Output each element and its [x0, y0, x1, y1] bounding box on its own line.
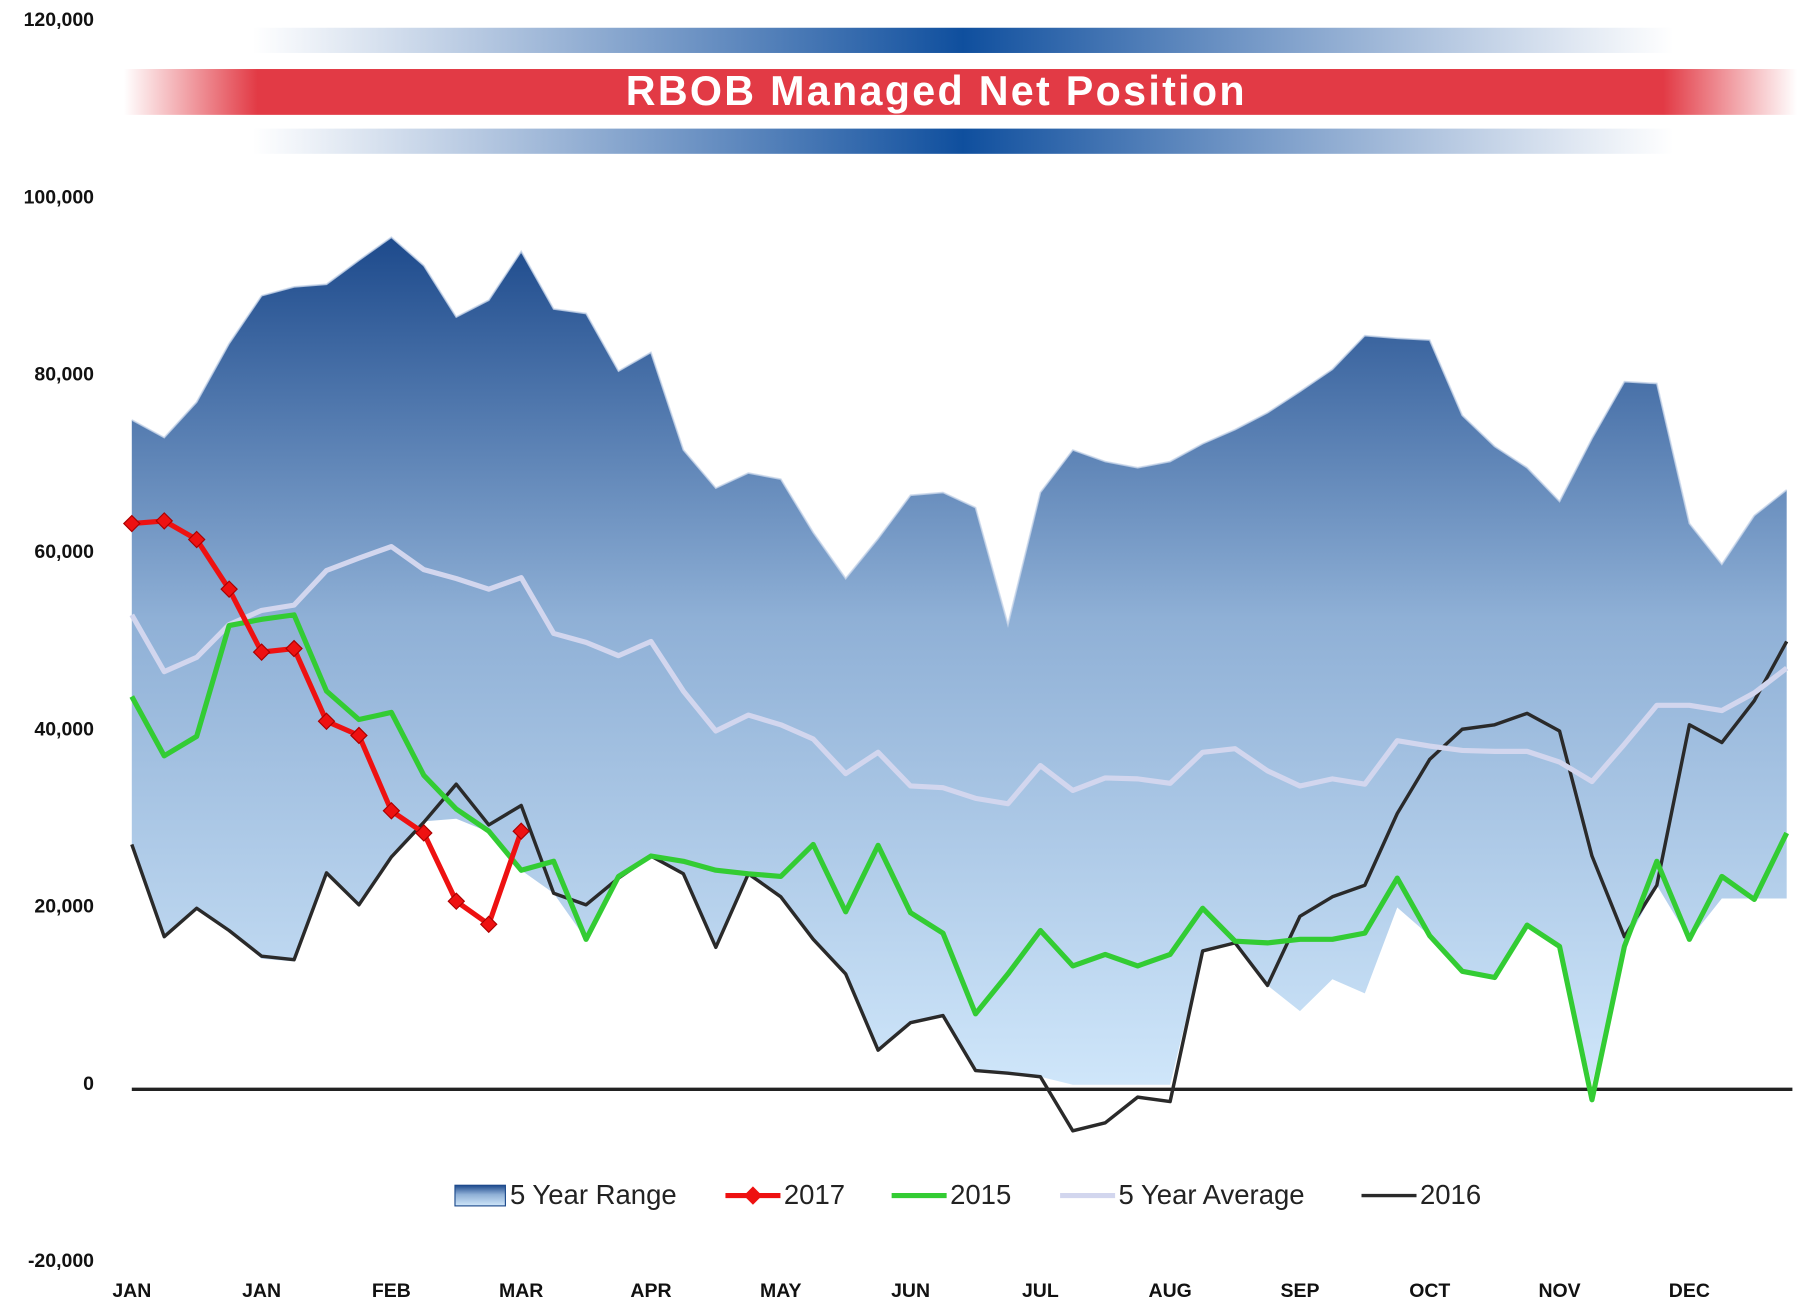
x-tick-label: OCT [1409, 1280, 1450, 1302]
y-tick-label: 80,000 [34, 364, 94, 386]
point-marker [447, 892, 466, 911]
y-tick-label: -20,000 [28, 1250, 94, 1272]
range-band [131, 237, 1787, 1085]
x-tick-label: DEC [1669, 1280, 1710, 1302]
point-marker [479, 915, 498, 934]
x-tick-label: NOV [1538, 1280, 1580, 1302]
point-marker [415, 824, 433, 842]
legend-label: 2016 [1420, 1179, 1481, 1210]
y-tick-label: 0 [83, 1073, 94, 1095]
range-high-edge [131, 236, 1788, 629]
banner-stripe [252, 128, 1674, 154]
point-marker [350, 726, 368, 745]
y-tick-label: 60,000 [34, 541, 94, 563]
series-line [129, 543, 1789, 807]
x-tick-label: JUL [1022, 1280, 1059, 1302]
legend-label: 5 Year Range [510, 1179, 677, 1210]
title-banner [123, 69, 1797, 115]
point-marker [382, 801, 401, 820]
banner-stripe [252, 27, 1674, 53]
x-tick-label: JAN [112, 1280, 151, 1302]
legend-label: 2017 [784, 1179, 845, 1210]
y-tick-label: 40,000 [34, 718, 94, 740]
x-tick-label: FEB [372, 1280, 411, 1302]
point-marker [317, 712, 336, 731]
x-tick-label: AUG [1149, 1280, 1192, 1302]
point-marker [187, 530, 206, 549]
x-tick-label: APR [630, 1280, 671, 1302]
x-tick-label: JAN [242, 1280, 281, 1302]
x-tick-label: MAY [760, 1280, 801, 1302]
y-tick-label: 120,000 [24, 9, 95, 31]
legend-label: 5 Year Average [1119, 1179, 1305, 1210]
y-tick-label: 20,000 [34, 896, 94, 918]
x-tick-label: MAR [499, 1280, 543, 1302]
series-line [129, 612, 1790, 1103]
x-tick-label: SEP [1280, 1280, 1319, 1302]
series-line [130, 640, 1789, 1133]
point-marker [220, 580, 238, 598]
point-marker [252, 643, 271, 661]
point-marker [285, 639, 303, 658]
x-tick-label: JUN [891, 1280, 930, 1302]
point-marker [122, 514, 141, 533]
legend-marker [743, 1186, 763, 1205]
legend-label: 2015 [950, 1179, 1011, 1210]
chart-title: RBOB Managed Net Position [626, 68, 1247, 114]
legend-swatch [454, 1184, 506, 1207]
y-tick-label: 100,000 [24, 186, 95, 208]
point-marker [512, 822, 531, 841]
point-marker [155, 512, 174, 530]
